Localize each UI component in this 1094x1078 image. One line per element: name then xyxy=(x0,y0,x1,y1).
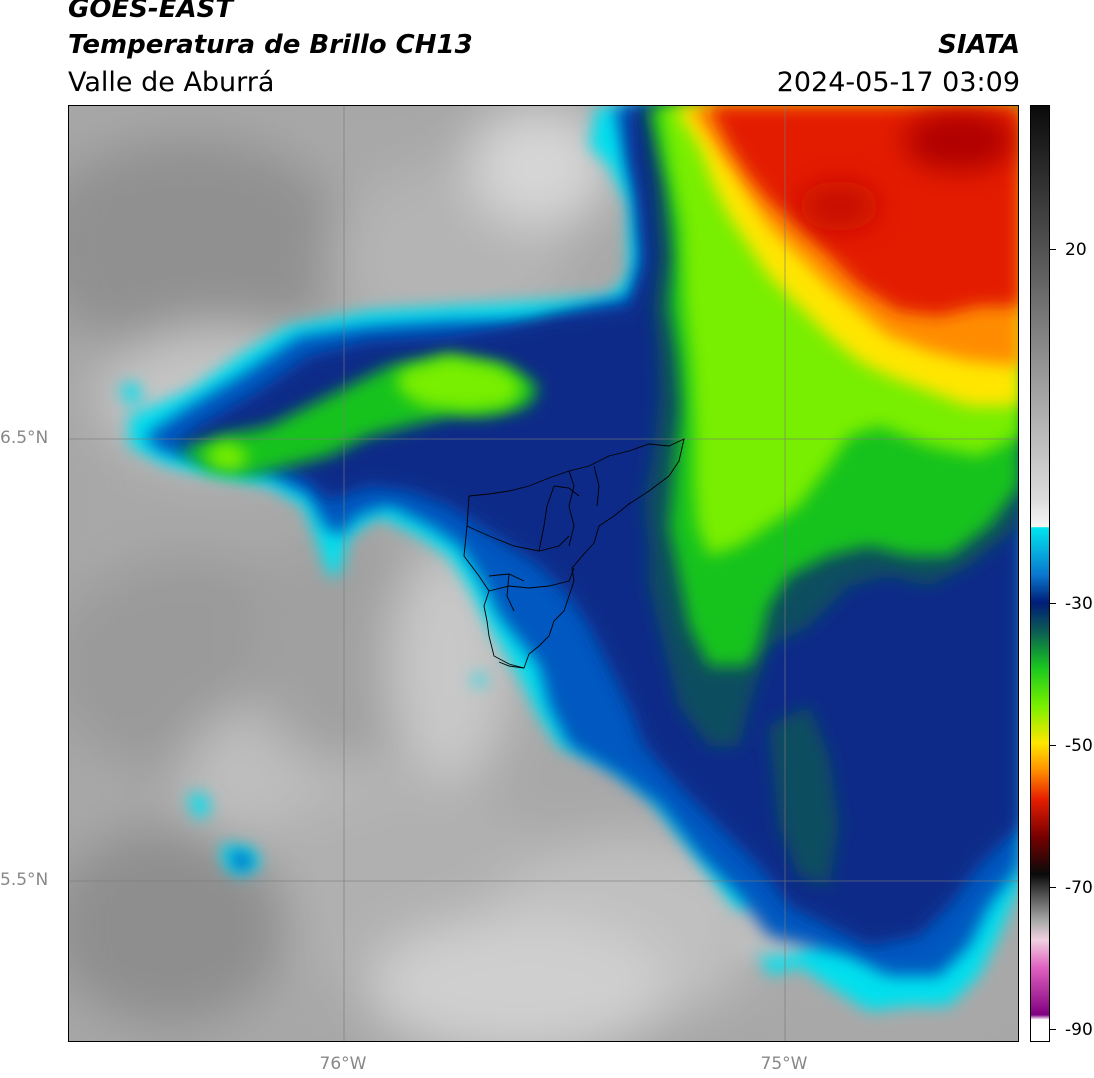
region-label: Valle de Aburrá xyxy=(68,67,275,98)
lon-label-75w: 75°W xyxy=(760,1054,808,1074)
cloud-layer-dark-red xyxy=(799,111,1014,231)
colorbar-label-minus-70: -70 xyxy=(1065,878,1093,898)
satellite-title: GOES-EAST xyxy=(68,0,234,24)
lat-label-5-5: 5.5°N xyxy=(0,870,49,890)
colorbar-label-minus-30: -30 xyxy=(1065,594,1093,614)
colorbar xyxy=(1030,105,1050,1042)
colorbar-label-minus-50: -50 xyxy=(1065,736,1093,756)
graticule xyxy=(69,106,1018,1041)
colorbar-label-minus-90: -90 xyxy=(1065,1020,1093,1040)
map-panel[interactable] xyxy=(68,105,1019,1042)
colorbar-gradient xyxy=(1031,106,1049,1041)
lat-label-6-5: 6.5°N xyxy=(0,428,49,448)
colorbar-tick xyxy=(1050,745,1056,746)
organization-label: SIATA xyxy=(938,30,1020,60)
timestamp-label: 2024-05-17 03:09 xyxy=(776,67,1020,98)
colorbar-label-20: 20 xyxy=(1065,240,1087,260)
colorbar-tick xyxy=(1050,1029,1056,1030)
product-title: Temperatura de Brillo CH13 xyxy=(68,30,473,60)
colorbar-tick xyxy=(1050,249,1056,250)
colorbar-tick xyxy=(1050,887,1056,888)
municipal-boundaries xyxy=(463,438,685,669)
brightness-temperature-map xyxy=(69,106,1018,1041)
lon-label-76w: 76°W xyxy=(319,1054,367,1074)
colorbar-tick xyxy=(1050,603,1056,604)
